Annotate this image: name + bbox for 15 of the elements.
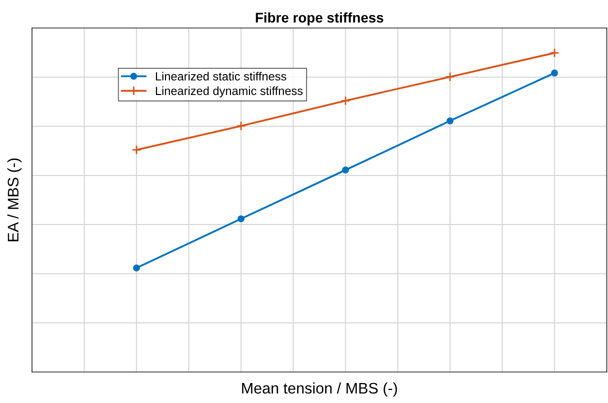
point (551, 70, 558, 76)
chart-title: Fibre rope stiffness (256, 12, 384, 26)
point (238, 215, 244, 222)
legend-label: Linearized dynamic stiffness (156, 86, 303, 98)
point (342, 166, 349, 174)
point (550, 48, 560, 58)
y-axis-title: EA / MBS (-) (7, 158, 22, 242)
x-axis-title: Mean tension / MBS (-) (242, 382, 397, 397)
point (445, 72, 455, 82)
point (446, 117, 454, 124)
point (340, 96, 350, 106)
point (236, 121, 246, 131)
point (132, 145, 142, 155)
point (133, 264, 140, 272)
legend-label: Linearized static stiffness (156, 72, 286, 81)
